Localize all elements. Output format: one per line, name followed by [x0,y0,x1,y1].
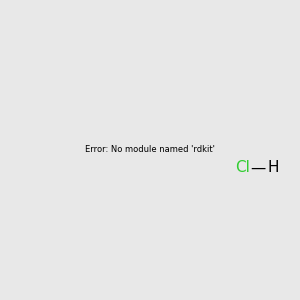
Text: Cl: Cl [236,160,250,175]
Text: H: H [267,160,279,175]
Text: —: — [250,160,266,175]
Text: Error: No module named 'rdkit': Error: No module named 'rdkit' [85,146,215,154]
